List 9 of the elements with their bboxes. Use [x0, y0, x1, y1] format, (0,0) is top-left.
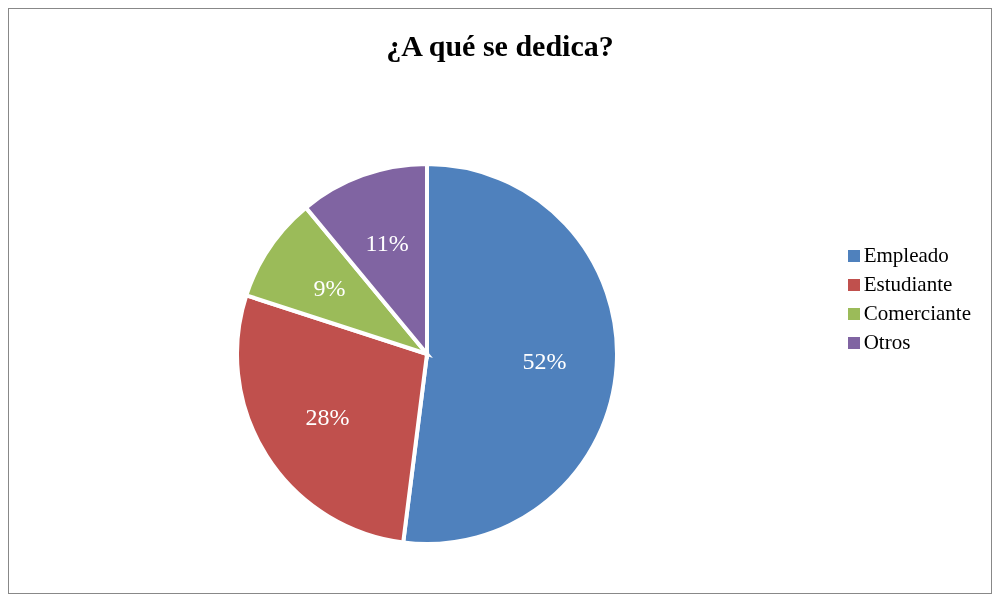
- chart-title: ¿A qué se dedica?: [385, 29, 615, 63]
- legend-label: Estudiante: [863, 272, 953, 297]
- data-label: 9%: [313, 274, 346, 301]
- legend-label: Comerciante: [863, 301, 971, 326]
- data-label: 11%: [365, 230, 409, 257]
- data-label: 28%: [305, 404, 350, 431]
- data-label: 52%: [522, 348, 567, 375]
- legend-label: Empleado: [863, 243, 949, 268]
- legend-label: Otros: [863, 330, 911, 355]
